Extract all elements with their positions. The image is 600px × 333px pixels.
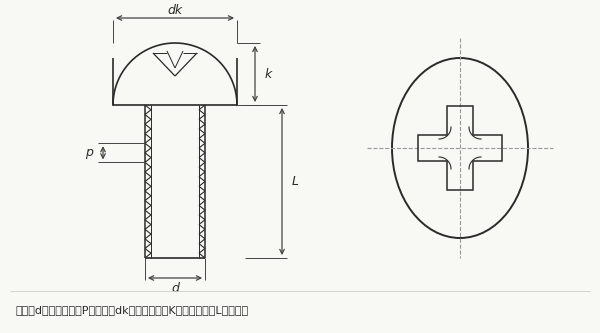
- Text: dk: dk: [167, 5, 182, 18]
- Text: k: k: [265, 68, 272, 81]
- Text: L: L: [292, 175, 299, 188]
- Text: p: p: [85, 146, 93, 159]
- Text: d: d: [171, 281, 179, 294]
- Text: 说明：d（螺纹直径）P（牙距）dk（头部直径）K（头部高度）L（长度）: 说明：d（螺纹直径）P（牙距）dk（头部直径）K（头部高度）L（长度）: [15, 305, 248, 315]
